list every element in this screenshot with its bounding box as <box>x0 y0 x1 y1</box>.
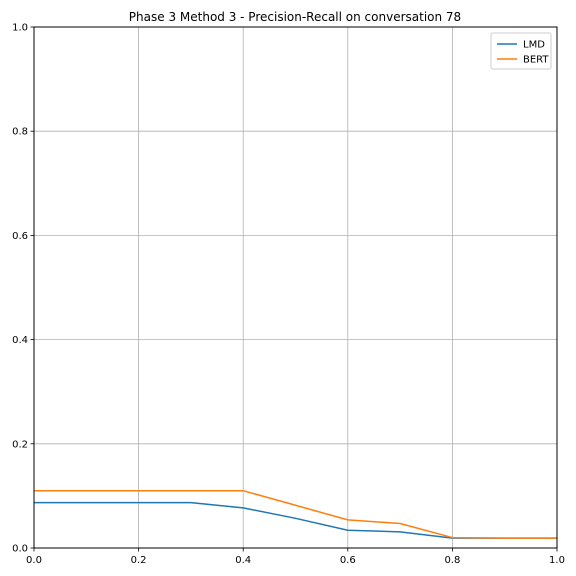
x-tick-label: 0.8 <box>444 555 460 566</box>
y-tick-label: 1.0 <box>12 23 28 34</box>
legend-label-lmd: LMD <box>523 40 545 51</box>
y-tick-label: 0.6 <box>12 231 28 242</box>
axes: 0.0 0.2 0.4 0.6 0.8 1.0 0.0 0.2 0.4 0.6 0.8 1.0 <box>12 23 565 567</box>
y-tick-label: 0.8 <box>12 127 28 138</box>
plot-frame <box>33 26 558 549</box>
x-tick-label: 1.0 <box>549 555 565 566</box>
x-tick-label: 0.6 <box>340 555 356 566</box>
series-line-bert <box>34 489 557 539</box>
x-tick-label: 0.0 <box>26 555 42 566</box>
legend-label-bert: BERT <box>523 55 549 66</box>
y-tick-label: 0.4 <box>12 335 28 346</box>
legend: LMD BERT <box>490 32 552 70</box>
x-tick-label: 0.2 <box>131 555 147 566</box>
y-tick-label: 0.0 <box>12 544 28 555</box>
series-lines <box>34 489 557 539</box>
x-tick-label: 0.4 <box>235 555 251 566</box>
chart-title: Phase 3 Method 3 - Precision-Recall on c… <box>129 10 461 24</box>
y-tick-label: 0.2 <box>12 439 28 450</box>
legend-box <box>490 32 552 70</box>
